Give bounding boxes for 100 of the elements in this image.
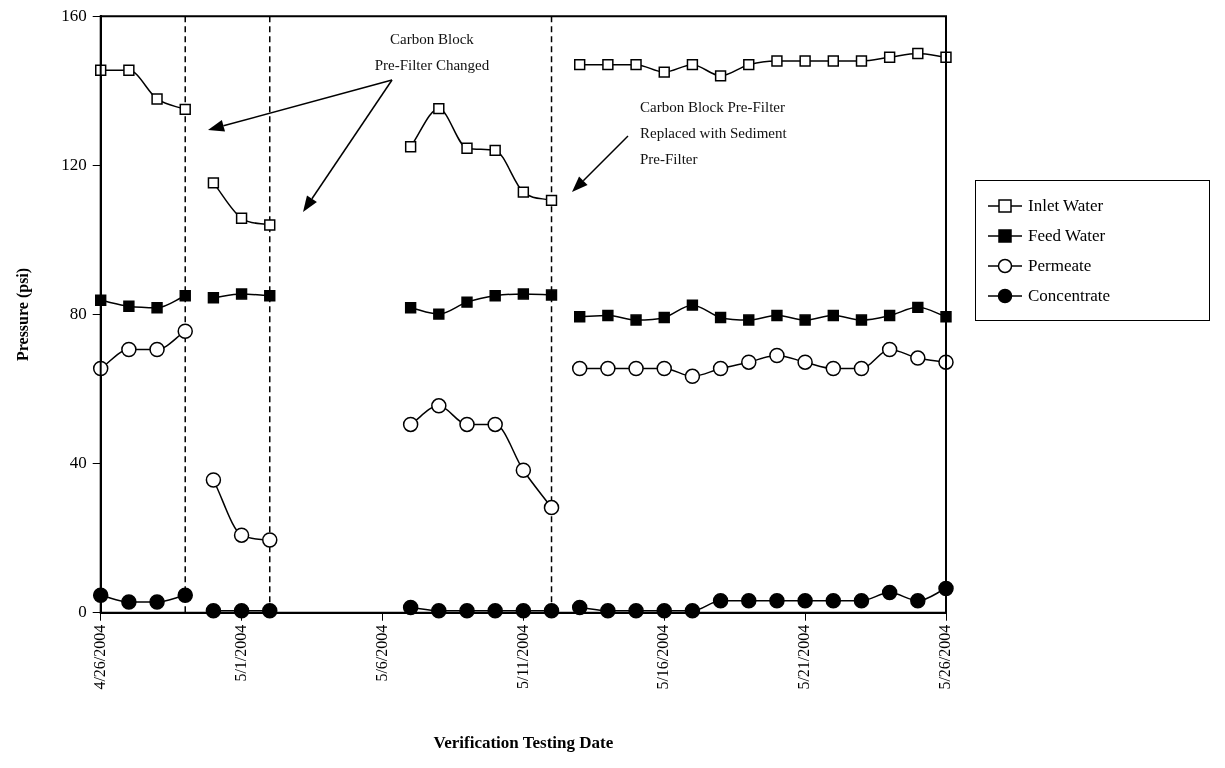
point: [600, 360, 616, 377]
point: [461, 296, 473, 308]
x-tick-label: 5/11/2004: [513, 624, 531, 690]
point: [741, 354, 757, 370]
point: [855, 314, 868, 326]
point: [881, 584, 898, 601]
point: [912, 47, 924, 60]
y-axis-title: Pressure (psi): [13, 267, 32, 362]
point: [602, 309, 614, 322]
point: [489, 290, 501, 302]
point: [264, 219, 276, 231]
legend-label: Inlet Water: [1028, 196, 1104, 216]
point: [883, 51, 896, 63]
point: [235, 288, 248, 300]
point: [912, 301, 924, 314]
point: [825, 593, 842, 609]
point: [628, 360, 644, 377]
point: [517, 186, 530, 198]
point: [433, 102, 445, 115]
point: [121, 341, 137, 358]
point: [602, 58, 614, 71]
point: [630, 314, 642, 326]
point: [545, 194, 558, 207]
point: [151, 93, 163, 105]
y-tick-label: 160: [61, 5, 87, 25]
point: [630, 58, 642, 71]
point: [205, 472, 222, 488]
y-tick-label: 80: [69, 303, 87, 323]
point: [123, 64, 135, 76]
point: [571, 360, 588, 377]
x-axis-title: Verification Testing Date: [433, 733, 614, 753]
point: [712, 593, 729, 609]
point: [910, 350, 926, 366]
point: [827, 55, 839, 67]
point: [177, 323, 193, 339]
point: [771, 55, 783, 67]
point: [149, 594, 165, 610]
point: [743, 58, 755, 71]
point: [179, 103, 191, 116]
point: [712, 360, 729, 377]
point: [179, 290, 191, 302]
point: [741, 593, 757, 609]
point: [797, 593, 813, 609]
point: [799, 55, 811, 67]
point: [910, 593, 926, 609]
point: [658, 311, 670, 324]
x-tick-label: 5/1/2004: [231, 624, 249, 682]
point: [433, 308, 445, 320]
point: [517, 288, 530, 300]
point: [743, 314, 755, 326]
point: [686, 299, 699, 311]
point: [881, 341, 898, 358]
point: [853, 593, 870, 609]
legend-label: Concentrate: [1028, 286, 1111, 306]
y-tick-label: 120: [61, 154, 87, 174]
point: [714, 311, 727, 324]
point: [487, 416, 503, 433]
point: [489, 144, 501, 157]
point: [771, 309, 783, 322]
point: [684, 368, 701, 385]
annotation: Carbon Block Pre-Filter Changed: [374, 31, 490, 73]
point: [402, 416, 419, 433]
point: [207, 291, 220, 304]
point: [515, 462, 532, 479]
point: [431, 398, 447, 414]
point: [825, 360, 842, 377]
point: [574, 58, 586, 71]
point: [883, 309, 896, 322]
legend-label: Feed Water: [1028, 226, 1106, 246]
y-tick-label: 40: [69, 453, 87, 473]
point: [543, 499, 560, 516]
x-tick-label: 5/21/2004: [795, 624, 813, 690]
point: [574, 310, 586, 323]
point: [151, 302, 163, 314]
point: [769, 593, 785, 609]
text: Carbon Block Pre-Filter Replaced with Sediment Pre-Filter: [640, 99, 787, 167]
point: [123, 300, 135, 312]
point: [264, 290, 276, 302]
point: [207, 177, 220, 189]
point: [853, 360, 870, 377]
point: [233, 527, 250, 543]
x-tick-label: 5/26/2004: [936, 624, 954, 690]
point: [769, 347, 785, 364]
point: [797, 354, 813, 370]
point: [686, 58, 699, 71]
point: [177, 587, 193, 603]
point: [827, 309, 839, 322]
y-tick-label: 0: [78, 602, 87, 622]
point: [656, 360, 672, 377]
point: [262, 532, 278, 548]
point: [799, 314, 811, 326]
point: [235, 212, 248, 224]
x-tick-label: 4/26/2004: [90, 624, 108, 690]
point: [658, 66, 670, 78]
point: [461, 142, 473, 154]
x-tick-label: 5/6/2004: [372, 624, 390, 682]
point: [404, 140, 417, 153]
point: [855, 55, 868, 67]
point: [714, 70, 727, 82]
x-tick-label: 5/16/2004: [654, 624, 672, 690]
